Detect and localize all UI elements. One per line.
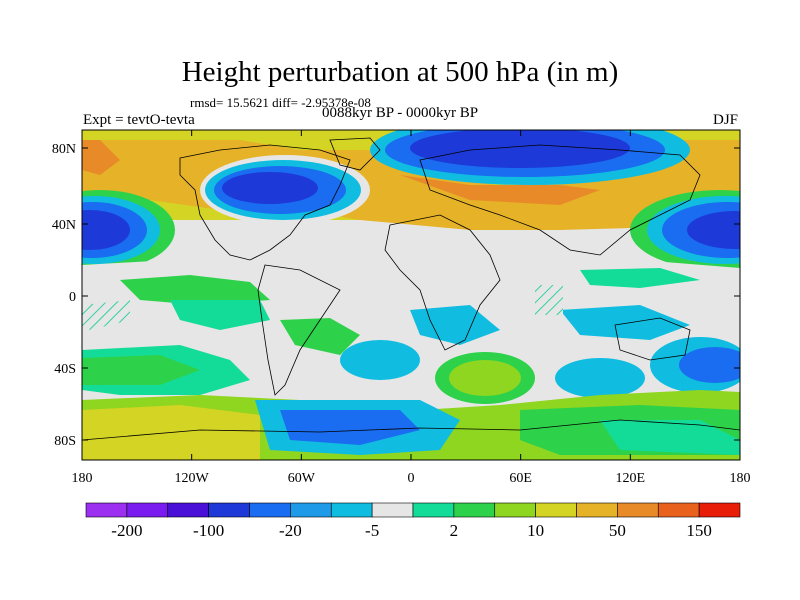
lat-tick-label: 0 bbox=[69, 290, 76, 305]
coastlines bbox=[82, 137, 740, 441]
season-label: DJF bbox=[713, 112, 739, 128]
colorbar-swatch bbox=[494, 502, 536, 518]
colorbar-label: 150 bbox=[686, 521, 712, 540]
colorbar-swatch bbox=[371, 502, 414, 518]
colorbar-label: -20 bbox=[279, 521, 302, 540]
lon-labels: 180 120W 60W 0 60E 120E 180 bbox=[72, 471, 751, 486]
colorbar-labels: -200 -100 -20 -5 2 10 50 150 bbox=[111, 521, 712, 540]
lat-tick-label: 40S bbox=[54, 362, 76, 377]
colorbar-swatch bbox=[698, 502, 741, 518]
colorbar-label: 50 bbox=[609, 521, 626, 540]
experiment-label: Expt = tevtO-tevta bbox=[83, 112, 195, 128]
colorbar-swatch bbox=[167, 502, 209, 518]
colorbar-swatch bbox=[617, 502, 659, 518]
colorbar-swatch bbox=[330, 502, 373, 518]
colorbar-label: -100 bbox=[193, 521, 224, 540]
chart-title: Height perturbation at 500 hPa (in m) bbox=[181, 56, 619, 88]
colorbar-label: -200 bbox=[111, 521, 142, 540]
colorbar-swatch bbox=[453, 502, 496, 518]
stats-text: rmsd= 15.5621 diff= -2.95378e-08 bbox=[190, 95, 371, 110]
colorbar-swatch bbox=[412, 502, 455, 518]
colorbar-swatch bbox=[535, 502, 577, 518]
colorbar-swatch bbox=[290, 502, 332, 518]
lon-tick-label: 120E bbox=[616, 471, 646, 486]
lon-tick-label: 0 bbox=[408, 471, 415, 486]
lat-tick-label: 40N bbox=[52, 218, 76, 233]
axis-ticks bbox=[81, 130, 741, 460]
colorbar-label: 10 bbox=[527, 521, 544, 540]
lat-tick-label: 80S bbox=[54, 434, 76, 449]
lon-tick-label: 60W bbox=[288, 471, 316, 486]
lat-tick-label: 80N bbox=[52, 142, 76, 157]
colorbar-swatch bbox=[208, 502, 250, 518]
period-label: 0088kyr BP - 0000kyr BP bbox=[322, 105, 479, 121]
lon-tick-label: 180 bbox=[72, 471, 93, 486]
colorbar-swatch bbox=[85, 502, 128, 518]
colorbar-swatch bbox=[657, 502, 700, 518]
lon-tick-label: 180 bbox=[730, 471, 751, 486]
lon-tick-label: 120W bbox=[175, 471, 210, 486]
contour-field bbox=[82, 130, 740, 460]
colorbar-swatch bbox=[249, 502, 291, 518]
colorbar-label: -5 bbox=[365, 521, 379, 540]
lon-tick-label: 60E bbox=[509, 471, 532, 486]
colorbar-label: 2 bbox=[450, 521, 459, 540]
lat-labels: 80N 40N 0 40S 80S bbox=[52, 142, 76, 449]
colorbar-swatch bbox=[126, 502, 169, 518]
colorbar-swatch bbox=[576, 502, 618, 518]
colorbar bbox=[85, 502, 741, 518]
